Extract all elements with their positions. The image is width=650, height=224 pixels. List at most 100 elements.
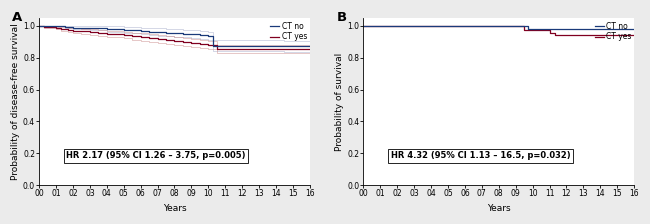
CT yes (495, 25, 502, 28)
Text: B: B (337, 11, 346, 24)
CT no (427, 25, 435, 27)
CT yes (562, 33, 570, 36)
CT yes (596, 33, 604, 36)
CT no (69, 26, 77, 29)
CT yes (213, 48, 220, 50)
X-axis label: Years: Years (162, 204, 187, 213)
CT no (528, 28, 536, 31)
CT yes (86, 31, 94, 34)
CT yes (221, 48, 229, 50)
CT yes (478, 25, 486, 28)
Line: CT yes: CT yes (363, 26, 634, 35)
CT yes (385, 25, 393, 28)
CT no (120, 29, 127, 31)
Text: A: A (12, 11, 22, 24)
CT yes (77, 30, 85, 33)
CT yes (376, 25, 384, 27)
CT no (145, 30, 153, 33)
Text: HR 4.32 (95% CI 1.13 – 16.5, p=0.032): HR 4.32 (95% CI 1.13 – 16.5, p=0.032) (391, 151, 570, 160)
CT yes (136, 36, 144, 39)
CT yes (170, 39, 178, 42)
X-axis label: Years: Years (487, 204, 511, 213)
CT yes (545, 32, 553, 34)
CT no (60, 25, 68, 28)
CT yes (103, 32, 111, 35)
CT yes (537, 29, 545, 31)
CT yes (64, 28, 72, 31)
CT yes (35, 25, 43, 27)
CT yes (444, 25, 452, 28)
CT no (562, 28, 570, 31)
CT no (52, 25, 60, 27)
CT yes (289, 48, 297, 50)
CT yes (410, 25, 418, 28)
CT no (630, 28, 638, 31)
CT no (281, 45, 289, 48)
CT yes (128, 35, 136, 37)
CT no (187, 33, 195, 36)
CT yes (359, 25, 367, 27)
CT no (238, 44, 246, 47)
CT yes (461, 25, 469, 28)
CT no (162, 31, 170, 34)
CT yes (187, 42, 195, 44)
CT no (579, 28, 587, 31)
CT no (209, 44, 217, 47)
CT no (179, 32, 187, 35)
CT no (306, 45, 314, 48)
CT no (495, 25, 502, 27)
CT yes (94, 32, 102, 34)
CT yes (528, 29, 536, 31)
CT yes (196, 43, 203, 45)
CT yes (111, 33, 119, 36)
CT no (461, 25, 469, 27)
CT no (393, 25, 401, 27)
CT yes (40, 25, 48, 28)
CT yes (57, 28, 65, 30)
CT no (524, 28, 532, 31)
CT no (255, 44, 263, 47)
CT yes (255, 48, 263, 50)
Legend: CT no, CT yes: CT no, CT yes (268, 20, 309, 43)
CT no (545, 28, 553, 31)
CT yes (402, 25, 410, 28)
CT yes (427, 25, 435, 28)
CT no (596, 28, 604, 31)
CT yes (179, 41, 187, 43)
CT yes (613, 33, 621, 36)
CT no (153, 31, 161, 33)
CT yes (145, 37, 153, 39)
CT yes (238, 48, 246, 50)
Y-axis label: Probability of survival: Probability of survival (335, 52, 345, 151)
CT yes (579, 33, 587, 36)
CT yes (368, 25, 376, 27)
CT yes (204, 43, 212, 46)
CT yes (272, 48, 280, 50)
CT no (86, 27, 94, 30)
Legend: CT no, CT yes: CT no, CT yes (593, 20, 633, 43)
CT yes (162, 39, 170, 41)
Y-axis label: Probability of disease-free survival: Probability of disease-free survival (11, 23, 20, 180)
CT no (613, 28, 621, 31)
Line: CT no: CT no (39, 26, 310, 46)
CT no (512, 25, 519, 27)
CT yes (520, 29, 528, 31)
CT no (136, 29, 144, 32)
CT yes (393, 25, 401, 28)
CT no (35, 25, 43, 27)
CT no (196, 34, 203, 37)
CT no (103, 28, 111, 30)
CT yes (551, 33, 558, 36)
CT no (221, 44, 229, 47)
CT yes (47, 26, 55, 29)
CT no (272, 44, 280, 47)
CT yes (306, 48, 314, 50)
CT no (444, 25, 452, 27)
CT yes (69, 29, 77, 32)
CT yes (512, 25, 519, 28)
Text: HR 2.17 (95% CI 1.26 – 3.75, p=0.005): HR 2.17 (95% CI 1.26 – 3.75, p=0.005) (66, 151, 246, 160)
CT no (376, 25, 384, 27)
CT yes (52, 27, 60, 29)
CT yes (153, 38, 161, 40)
CT no (170, 32, 178, 34)
